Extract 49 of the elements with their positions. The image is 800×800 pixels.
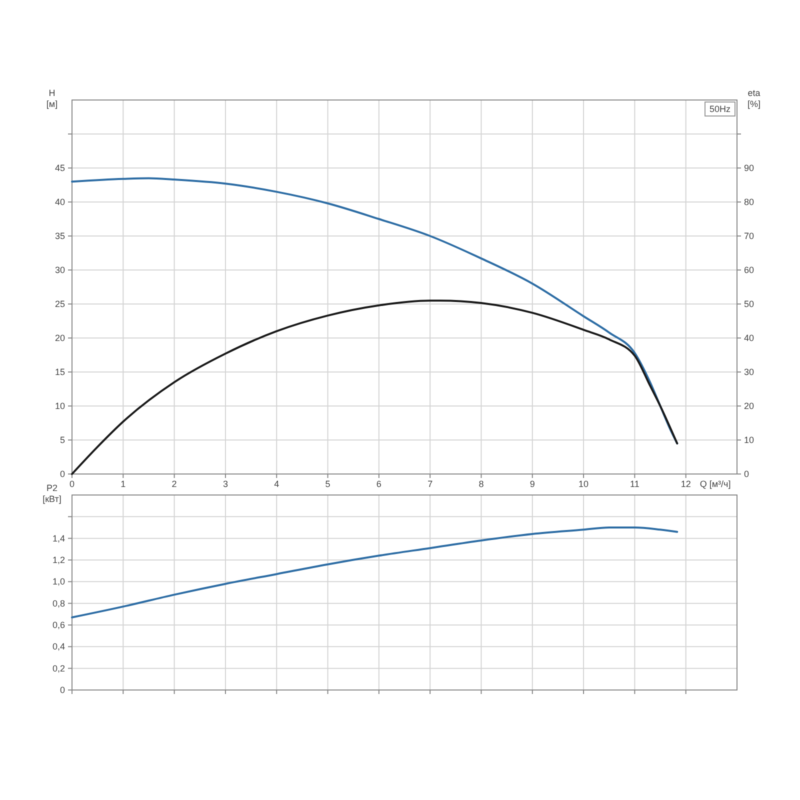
x-tick-label: 12 <box>680 479 691 489</box>
line-series <box>71 300 678 475</box>
y-tick-label: 5 <box>60 435 65 445</box>
y-tick-label: 15 <box>54 367 65 377</box>
y-tick-label: 0 <box>60 469 65 479</box>
y-tick-label: 40 <box>54 197 65 207</box>
y-tick-label: 45 <box>54 163 65 173</box>
x-axis-title: Q [м³/ч] <box>700 479 731 489</box>
y-axis-title: H [м] <box>46 88 58 109</box>
line-series <box>71 526 678 618</box>
x-tick-label: 0 <box>69 479 75 489</box>
x-tick-label: 10 <box>578 479 589 489</box>
x-tick-label: 6 <box>376 479 382 489</box>
x-tick-label: 8 <box>478 479 484 489</box>
y2-tick-label: 80 <box>744 197 754 207</box>
x-tick-label: 11 <box>630 479 640 489</box>
y-tick-label: 25 <box>54 299 65 309</box>
y-tick-label: 0,6 <box>52 620 65 630</box>
y-tick-label: 20 <box>54 333 65 343</box>
y2-tick-label: 20 <box>744 401 754 411</box>
y-tick-label: 1,4 <box>52 533 65 544</box>
x-tick-label: 9 <box>530 479 535 489</box>
x-tick-label: 5 <box>325 479 330 489</box>
y2-tick-label: 60 <box>744 265 754 275</box>
y2-tick-label: 40 <box>744 333 754 343</box>
y-axis-title: P2 [кВт] <box>42 483 62 504</box>
annotation: 50Hz <box>709 104 731 114</box>
y-tick-label: 30 <box>54 265 65 275</box>
y-tick-label: 1,0 <box>52 576 65 587</box>
x-tick-label: 7 <box>428 479 433 489</box>
y-tick-label: 0,2 <box>52 663 65 674</box>
x-tick-label: 4 <box>274 479 280 489</box>
x-tick-label: 3 <box>222 479 228 489</box>
y-tick-label: 0,8 <box>52 598 65 608</box>
y2-tick-label: 0 <box>744 469 750 479</box>
y-tick-label: 1,2 <box>52 555 65 565</box>
y2-axis-title: eta [%] <box>747 88 761 109</box>
y-tick-label: 10 <box>54 401 65 411</box>
y2-tick-label: 30 <box>744 367 754 377</box>
y2-tick-label: 50 <box>744 299 754 309</box>
line-series <box>71 177 678 444</box>
y-tick-label: 35 <box>54 231 65 241</box>
x-tick-label: 2 <box>172 479 177 489</box>
x-tick-label: 1 <box>120 479 126 489</box>
y2-tick-label: 10 <box>744 435 754 445</box>
y-tick-label: 0 <box>60 685 65 695</box>
y2-tick-label: 90 <box>744 163 754 173</box>
y-tick-label: 0,4 <box>52 642 65 652</box>
y2-tick-label: 70 <box>744 231 754 241</box>
